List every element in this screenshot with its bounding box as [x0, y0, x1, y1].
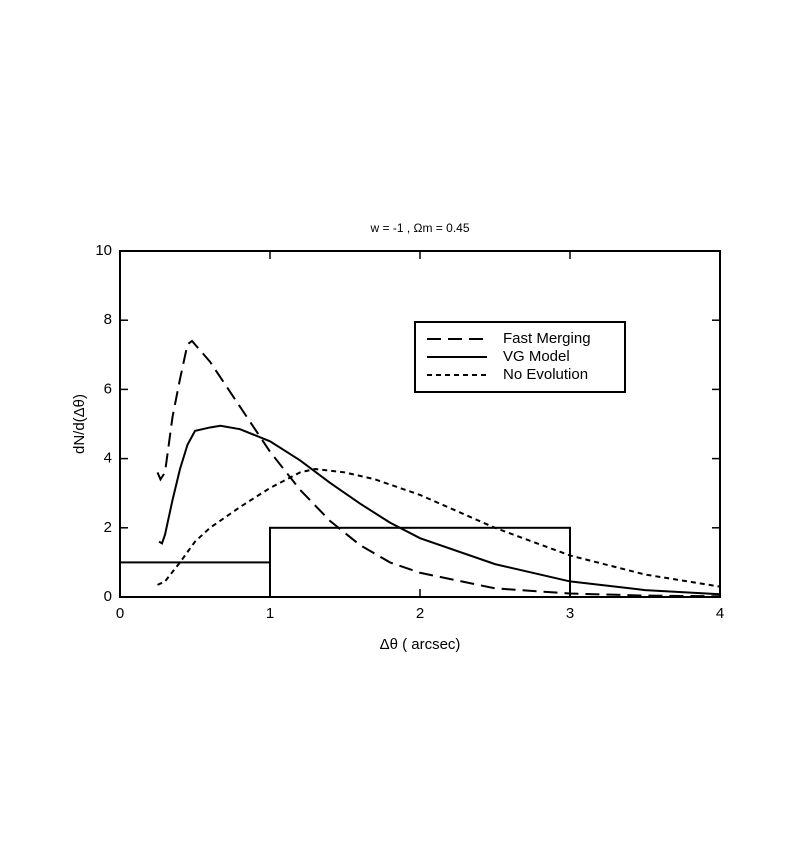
x-tick-label: 3: [566, 605, 574, 622]
histogram-bar: [269, 526, 571, 598]
legend-label: Fast Merging: [503, 330, 591, 347]
chart-title: w = -1 , Ωm = 0.45: [369, 221, 469, 235]
x-tick-label: 0: [116, 605, 124, 622]
y-tick-label: 6: [104, 380, 112, 397]
line: [158, 424, 721, 596]
plot-frame: [119, 250, 721, 598]
histogram-bar: [119, 561, 271, 599]
y-tick-label: 0: [104, 588, 112, 605]
x-tick-label: 4: [716, 605, 724, 622]
y-axis-label: dN/d(Δθ): [71, 394, 88, 454]
legend-label: No Evolution: [503, 366, 588, 383]
y-tick-label: 2: [104, 519, 112, 536]
y-tick-label: 10: [95, 242, 112, 259]
x-tick-label: 2: [416, 605, 424, 622]
y-tick-label: 8: [104, 311, 112, 328]
x-tick-label: 1: [266, 605, 274, 622]
x-axis-label: Δθ ( arcsec): [380, 636, 461, 653]
legend-label: VG Model: [503, 348, 570, 365]
line: [156, 339, 721, 598]
line: [157, 467, 721, 588]
y-tick-label: 4: [104, 450, 112, 467]
